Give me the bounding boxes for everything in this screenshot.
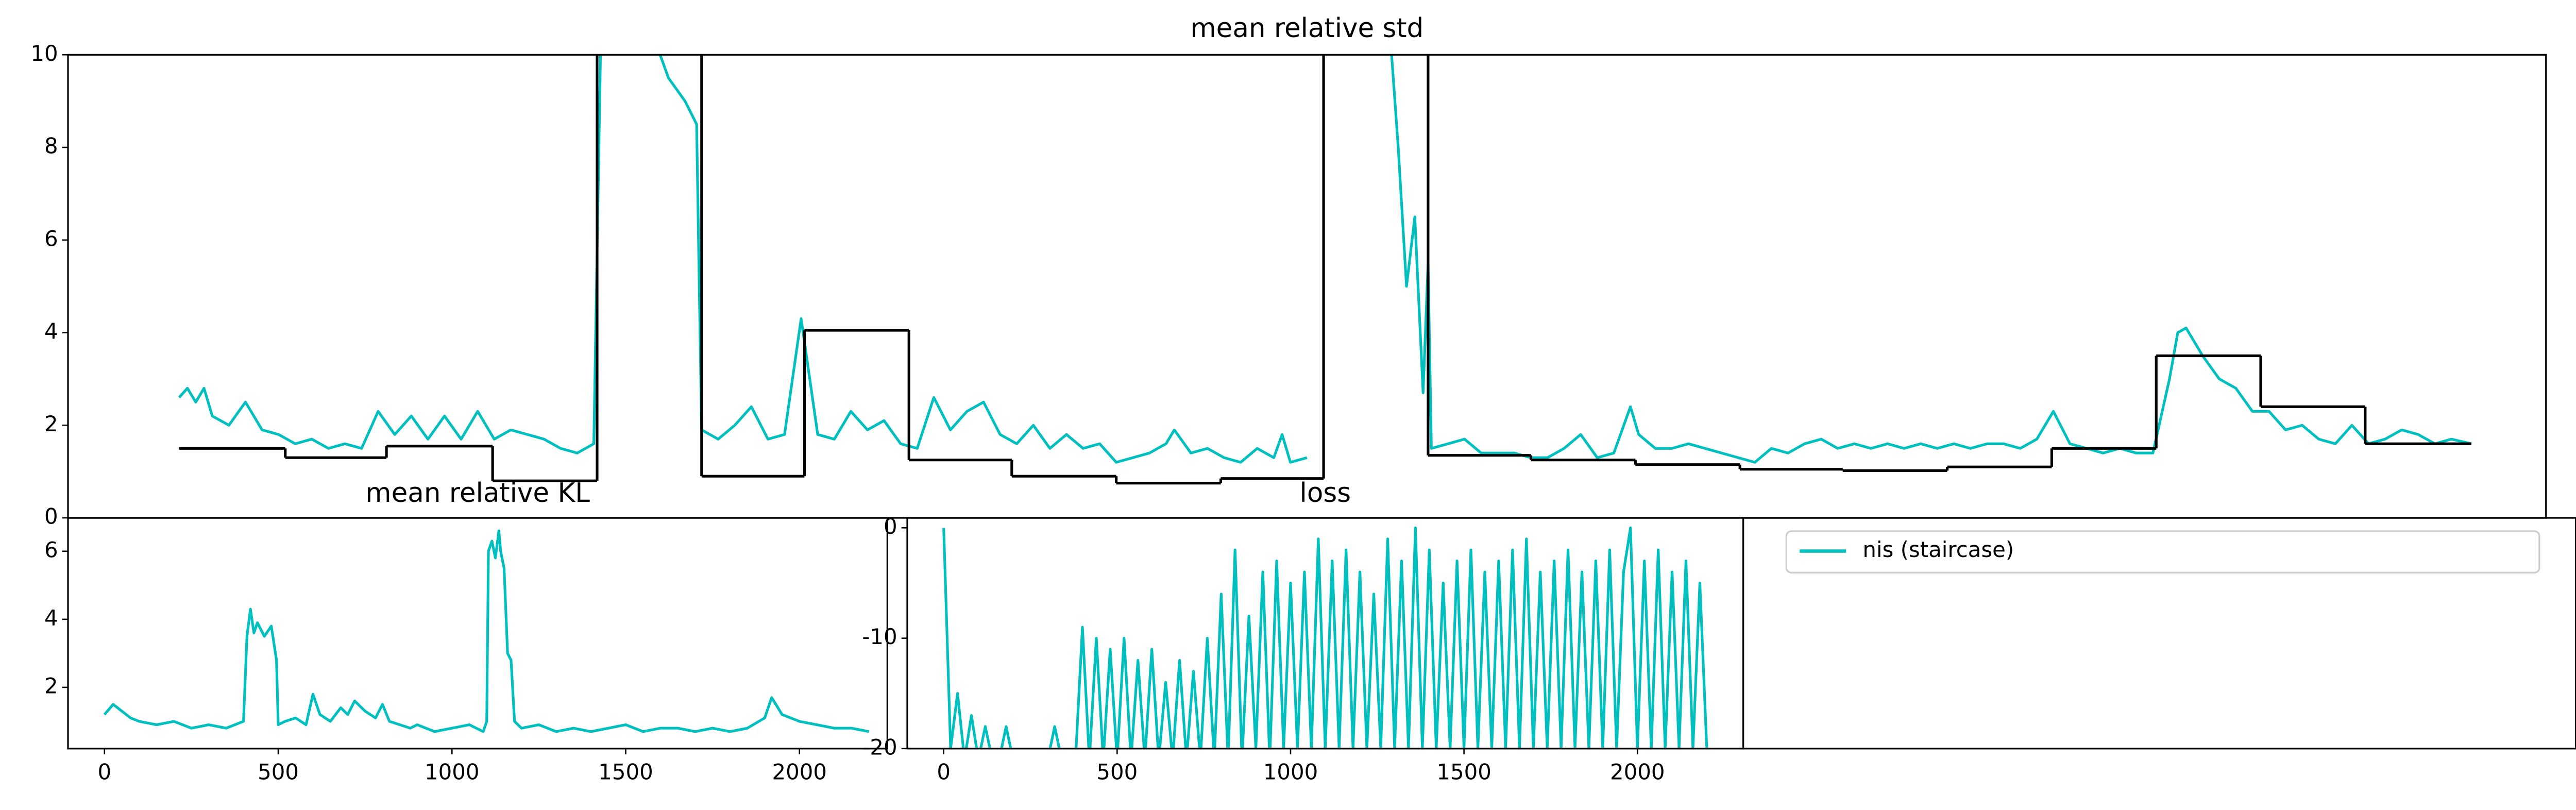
subplot-title: mean relative std [1190,13,1423,44]
subplot: 2 4 6 0 500 1000 1500 2000 mean relative KL [44,478,888,785]
legend-label: nis (staircase) [1862,537,2014,562]
subplot: 0 2 4 6 8 10 mean relative std [30,13,2547,529]
x-tick-label: 1500 [598,760,653,785]
data-line [178,55,2472,464]
y-tick-label: 10 [30,41,58,66]
data-line [942,526,1708,749]
plot-area [103,529,870,733]
legend-box [1785,530,2540,573]
data-line [103,529,870,733]
subplot-title: loss [1300,478,1351,509]
x-tick-label: 0 [937,760,951,785]
y-tick-label: 2 [44,673,58,698]
staircase [179,55,2471,485]
x-tick-label: 1000 [1263,760,1318,785]
legend: nis (staircase) [1785,530,2540,573]
x-tick-label: 1500 [1436,760,1491,785]
y-tick-label: 2 [44,411,58,436]
x-tick-label: 2000 [1610,760,1665,785]
axes-frame [67,54,2547,519]
y-tick-label: 0 [44,504,58,529]
subplot-title: mean relative KL [365,478,590,509]
y-tick-label: -10 [862,624,897,649]
y-tick-label: 8 [44,133,58,159]
y-tick-label: 4 [44,318,58,344]
axes-frame [67,517,888,750]
subplot: 0 -10 -20 0 500 1000 1500 2000 loss [862,478,1744,785]
y-tick-label: 4 [44,605,58,630]
subplot: nis (staircase) [1742,517,2576,750]
x-tick-label: 2000 [772,760,826,785]
y-tick-label: 0 [884,514,897,539]
y-tick-label: 6 [44,537,58,562]
x-tick-label: 0 [97,760,111,785]
x-tick-label: 500 [1096,760,1138,785]
x-tick-label: 1000 [425,760,479,785]
y-tick-label: -20 [862,734,897,760]
y-tick-label: 6 [44,226,58,251]
plot-area [178,55,2472,485]
plot-area [942,526,1708,749]
x-tick-label: 500 [258,760,299,785]
